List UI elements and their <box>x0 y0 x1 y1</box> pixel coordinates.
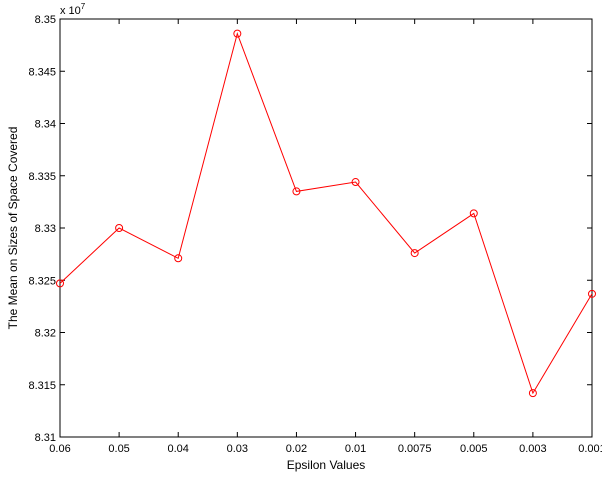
data-point-marker <box>174 254 183 263</box>
data-point-marker <box>588 289 596 298</box>
y-tick-label: 8.34 <box>35 119 56 131</box>
data-point-marker <box>469 209 478 218</box>
x-tick-label: 0.001 <box>578 443 602 455</box>
data-point-marker <box>292 187 301 196</box>
y-tick-label: 8.325 <box>28 275 56 287</box>
x-tick-label: 0.01 <box>345 443 366 455</box>
data-point-marker <box>410 249 419 258</box>
x-tick-label: 0.06 <box>49 443 70 455</box>
x-tick-label: 0.005 <box>460 443 488 455</box>
y-multiplier: x 107 <box>60 2 86 17</box>
x-axis: 0.06 0.05 0.04 0.03 0.02 0.01 0.0075 0.005 0.003… <box>49 19 602 455</box>
y-tick-label: 8.345 <box>28 66 56 78</box>
x-tick-label: 0.0075 <box>398 443 432 455</box>
x-tick-label: 0.03 <box>227 443 248 455</box>
y-multiplier-base: x 10 <box>60 5 81 17</box>
y-tick-label: 8.31 <box>35 432 56 444</box>
y-multiplier-exponent: 7 <box>81 2 86 11</box>
x-tick-label: 0.003 <box>519 443 547 455</box>
data-point-marker <box>351 178 360 187</box>
x-tick-label: 0.02 <box>286 443 307 455</box>
y-axis: 8.31 8.315 8.32 8.325 8.33 8.335 8.34 8.345 8.35 <box>28 14 592 444</box>
y-axis-label: The Mean on Sizes of Space Covered <box>6 127 20 330</box>
data-point-marker <box>115 224 124 232</box>
y-tick-label: 8.35 <box>35 14 56 26</box>
y-tick-label: 8.335 <box>28 171 56 183</box>
plot-area <box>59 18 593 438</box>
series-line <box>59 31 593 395</box>
x-tick-label: 0.05 <box>108 443 129 455</box>
x-tick-label: 0.04 <box>168 443 189 455</box>
data-point-marker <box>528 389 537 398</box>
series-group <box>56 29 596 398</box>
y-tick-label: 8.315 <box>28 380 56 392</box>
data-point-marker <box>56 279 64 288</box>
y-tick-label: 8.33 <box>35 223 56 235</box>
data-point-marker <box>233 29 242 38</box>
x-axis-label: Epsilon Values <box>287 458 366 472</box>
y-tick-label: 8.32 <box>35 328 56 340</box>
